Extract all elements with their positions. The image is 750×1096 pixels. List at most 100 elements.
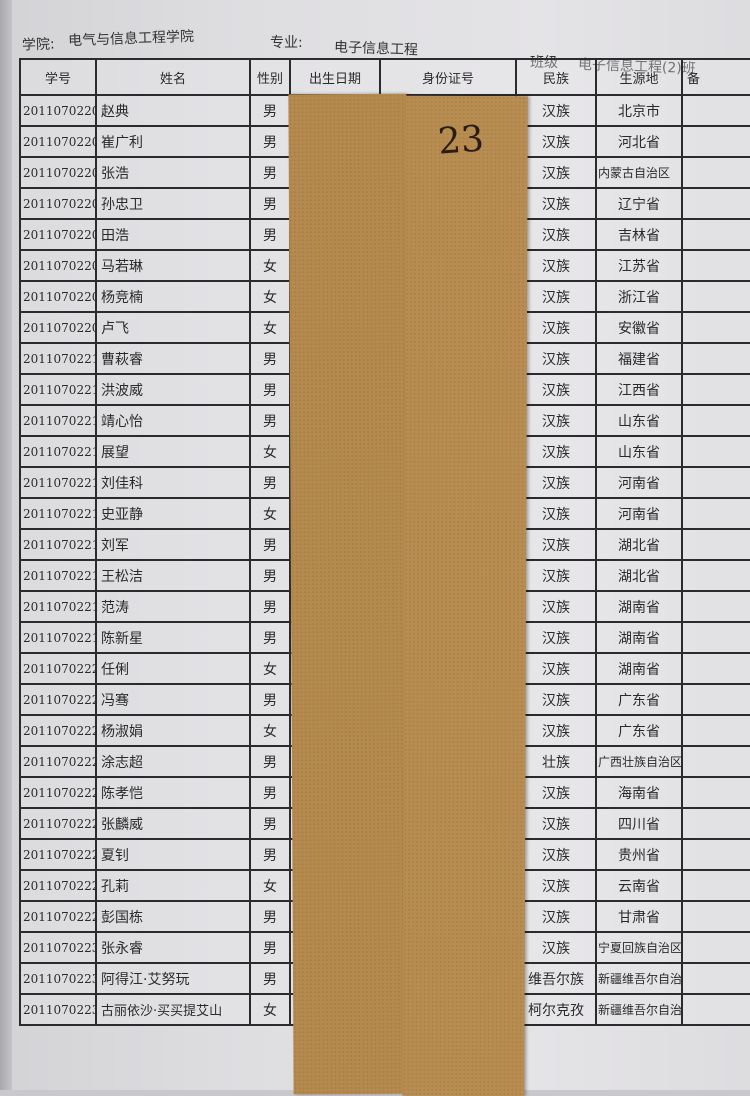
- sex-cell: 女: [249, 311, 291, 344]
- name-cell: 刘军: [95, 528, 251, 561]
- sex-cell: 男: [249, 218, 291, 251]
- name-cell: 阿得江·艾努玩: [95, 962, 251, 995]
- origin-cell: 吉林省: [595, 218, 683, 251]
- column-header-student-id: 学号: [19, 58, 97, 96]
- origin-cell: 湖北省: [595, 559, 683, 592]
- remarks-cell: [681, 187, 750, 220]
- ethnicity-cell: 汉族: [515, 559, 597, 592]
- student-id-cell: 20110702207: [19, 249, 97, 282]
- student-id-cell: 20110702203: [19, 156, 97, 189]
- name-cell: 卢飞: [95, 311, 251, 344]
- origin-cell: 宁夏回族自治区: [595, 931, 683, 964]
- name-cell: 张浩: [95, 156, 251, 189]
- remarks-cell: [681, 838, 750, 871]
- remarks-cell: [681, 776, 750, 809]
- remarks-cell: [681, 342, 750, 375]
- ethnicity-cell: 柯尔克孜: [515, 993, 597, 1026]
- name-cell: 杨淑娟: [95, 714, 251, 747]
- student-id-cell: 20110702204: [19, 187, 97, 220]
- major-label: 专业:: [270, 35, 303, 51]
- remarks-cell: [681, 218, 750, 251]
- ethnicity-cell: 汉族: [515, 218, 597, 251]
- sex-cell: 男: [249, 590, 291, 623]
- column-header-sex: 性别: [249, 58, 291, 96]
- name-cell: 范涛: [95, 590, 251, 623]
- ethnicity-cell: 汉族: [515, 466, 597, 499]
- kraft-paper-strip-left: [288, 93, 412, 1095]
- remarks-cell: [681, 559, 750, 592]
- sex-cell: 男: [249, 776, 291, 809]
- sex-cell: 男: [249, 962, 291, 995]
- origin-cell: 四川省: [595, 807, 683, 840]
- remarks-cell: [681, 962, 750, 995]
- column-header-name: 姓名: [95, 58, 251, 96]
- ethnicity-cell: 汉族: [515, 94, 597, 127]
- student-id-cell: 20110702232: [19, 993, 97, 1026]
- name-cell: 陈孝恺: [95, 776, 251, 809]
- ethnicity-cell: 壮族: [515, 745, 597, 778]
- origin-cell: 湖北省: [595, 528, 683, 561]
- origin-cell: 贵州省: [595, 838, 683, 871]
- origin-cell: 安徽省: [595, 311, 683, 344]
- college-label: 学院:: [21, 36, 56, 54]
- handwritten-number: 23: [436, 118, 486, 163]
- remarks-cell: [681, 590, 750, 623]
- ethnicity-cell: 维吾尔族: [515, 962, 597, 995]
- ethnicity-cell: 汉族: [515, 404, 597, 437]
- major-name: 电子信息工程: [333, 39, 419, 59]
- student-id-cell: 20110702228: [19, 869, 97, 902]
- column-header-id-number: 身份证号: [379, 58, 517, 96]
- table-header-row: 学号 姓名 性别 出生日期 身份证号 民族 生源地备: [19, 58, 750, 96]
- sex-cell: 男: [249, 125, 291, 158]
- student-id-cell: 20110702201: [19, 94, 97, 127]
- kraft-paper-strip-right: [402, 95, 528, 1096]
- column-header-origin: 生源地: [595, 58, 683, 96]
- student-id-cell: 20110702219: [19, 621, 97, 654]
- origin-cell: 湖南省: [595, 621, 683, 654]
- remarks-cell: [681, 156, 750, 189]
- origin-cell: 新疆维吾尔自治区: [595, 962, 683, 995]
- sex-cell: 女: [249, 869, 291, 902]
- ethnicity-cell: 汉族: [515, 528, 597, 561]
- name-cell: 杨竞楠: [95, 280, 251, 313]
- student-id-cell: 20110702208: [19, 280, 97, 313]
- student-id-cell: 20110702231: [19, 962, 97, 995]
- origin-cell: 海南省: [595, 776, 683, 809]
- name-cell: 孙忠卫: [95, 187, 251, 220]
- remarks-cell: [681, 373, 750, 406]
- origin-cell: 辽宁省: [595, 187, 683, 220]
- name-cell: 任俐: [95, 652, 251, 685]
- sex-cell: 男: [249, 683, 291, 716]
- ethnicity-cell: 汉族: [515, 776, 597, 809]
- name-cell: 史亚静: [95, 497, 251, 530]
- remarks-cell: [681, 435, 750, 468]
- sex-cell: 男: [249, 931, 291, 964]
- remarks-cell: [681, 249, 750, 282]
- origin-cell: 河北省: [595, 125, 683, 158]
- name-cell: 夏钊: [95, 838, 251, 871]
- remarks-cell: [681, 621, 750, 654]
- remarks-cell: [681, 652, 750, 685]
- sex-cell: 男: [249, 621, 291, 654]
- name-cell: 张麟威: [95, 807, 251, 840]
- origin-cell: 甘肃省: [595, 900, 683, 933]
- student-id-cell: 20110702212: [19, 404, 97, 437]
- sex-cell: 男: [249, 900, 291, 933]
- student-id-cell: 20110702221: [19, 652, 97, 685]
- sex-cell: 男: [249, 373, 291, 406]
- column-header-remarks: 备: [681, 58, 750, 96]
- student-id-cell: 20110702223: [19, 714, 97, 747]
- sex-cell: 男: [249, 745, 291, 778]
- student-id-cell: 20110702227: [19, 838, 97, 871]
- sex-cell: 男: [249, 187, 291, 220]
- ethnicity-cell: 汉族: [515, 311, 597, 344]
- origin-cell: 河南省: [595, 497, 683, 530]
- ethnicity-cell: 汉族: [515, 373, 597, 406]
- origin-cell: 湖南省: [595, 590, 683, 623]
- sex-cell: 女: [249, 714, 291, 747]
- sex-cell: 男: [249, 156, 291, 189]
- column-header-birth-date: 出生日期: [289, 58, 381, 96]
- sex-cell: 女: [249, 993, 291, 1026]
- origin-cell: 浙江省: [595, 280, 683, 313]
